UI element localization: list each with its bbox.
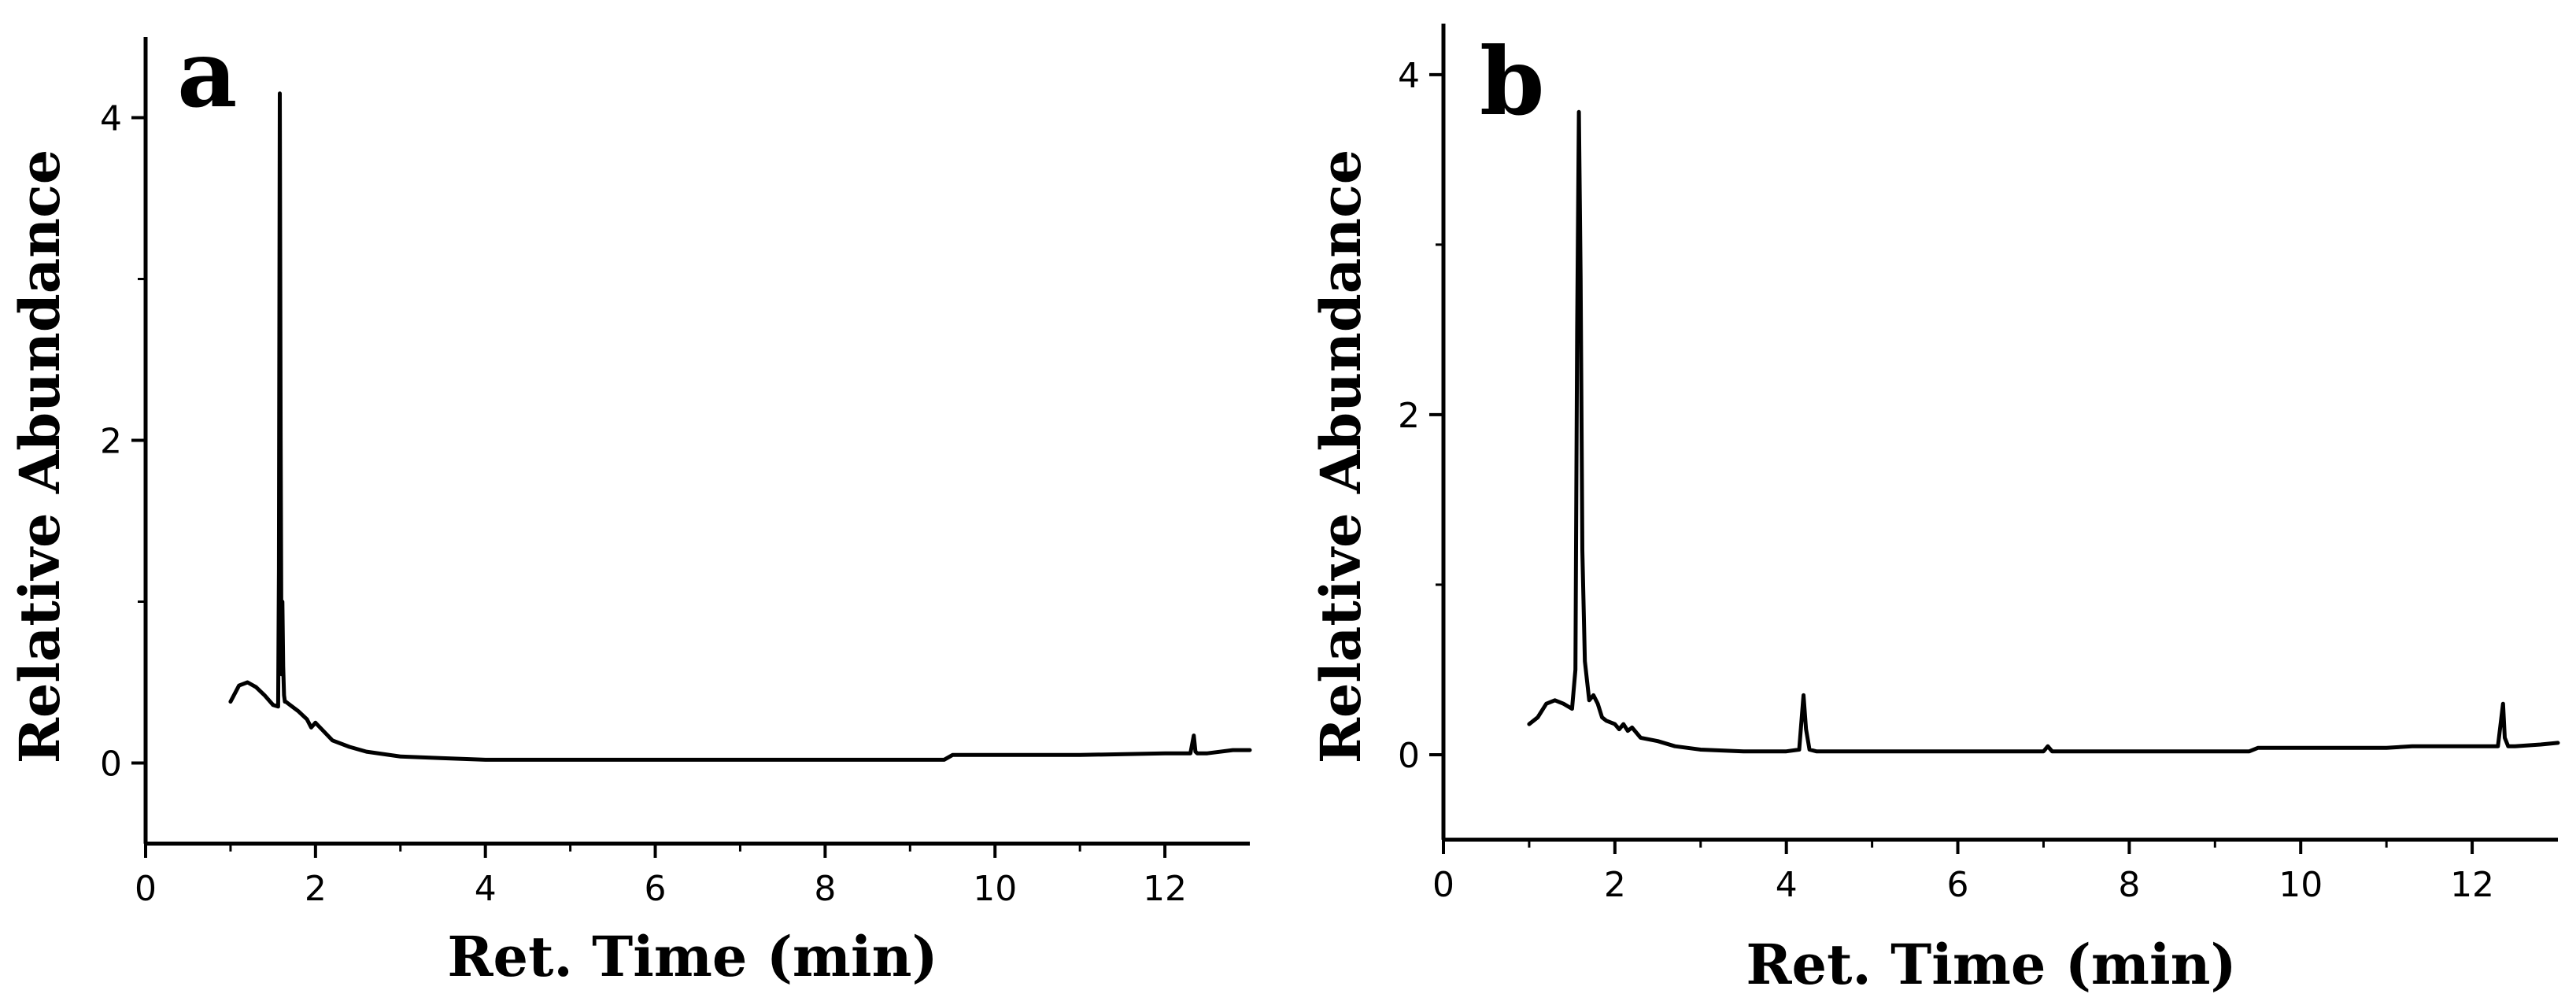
x-axis-title: Ret. Time (min) (447, 924, 937, 989)
y-tick-label: 0 (100, 745, 122, 785)
x-tick-label: 8 (814, 869, 836, 909)
x-tick-label: 2 (1604, 865, 1626, 905)
x-tick-label: 6 (645, 869, 667, 909)
series-line (228, 91, 1252, 762)
series-line (1527, 109, 2560, 754)
x-tick-label: 12 (2450, 865, 2494, 905)
panel-b: 0 2 4 6 8 10 12 0 2 4 Ret. Time (min) Relative Abun… (1308, 24, 2560, 997)
x-tick-label: 8 (2118, 865, 2140, 905)
y-tick-label: 4 (100, 99, 122, 139)
x-tick-label: 0 (135, 869, 157, 909)
x-tick-label: 4 (1776, 865, 1798, 905)
panel-label: a (177, 19, 237, 128)
y-tick-label: 0 (1398, 736, 1420, 776)
y-axis-title: Relative Abundance (7, 150, 72, 764)
x-tick-label: 12 (1143, 869, 1187, 909)
x-axis-title: Ret. Time (min) (1746, 932, 2236, 997)
x-tick-label: 4 (475, 869, 497, 909)
panel-label: b (1480, 27, 1545, 136)
x-tick-label: 10 (973, 869, 1017, 909)
panel-a: 0 2 4 6 8 10 12 0 2 4 Ret. Time (min) Relative Abun… (7, 19, 1252, 989)
y-tick-label: 4 (1398, 56, 1420, 96)
x-tick-label: 10 (2278, 865, 2323, 905)
x-tick-label: 2 (305, 869, 327, 909)
x-tick-label: 0 (1432, 865, 1454, 905)
y-tick-label: 2 (1398, 396, 1420, 436)
x-tick-label: 6 (1947, 865, 1969, 905)
y-tick-label: 2 (100, 422, 122, 462)
y-axis-title: Relative Abundance (1308, 150, 1373, 764)
